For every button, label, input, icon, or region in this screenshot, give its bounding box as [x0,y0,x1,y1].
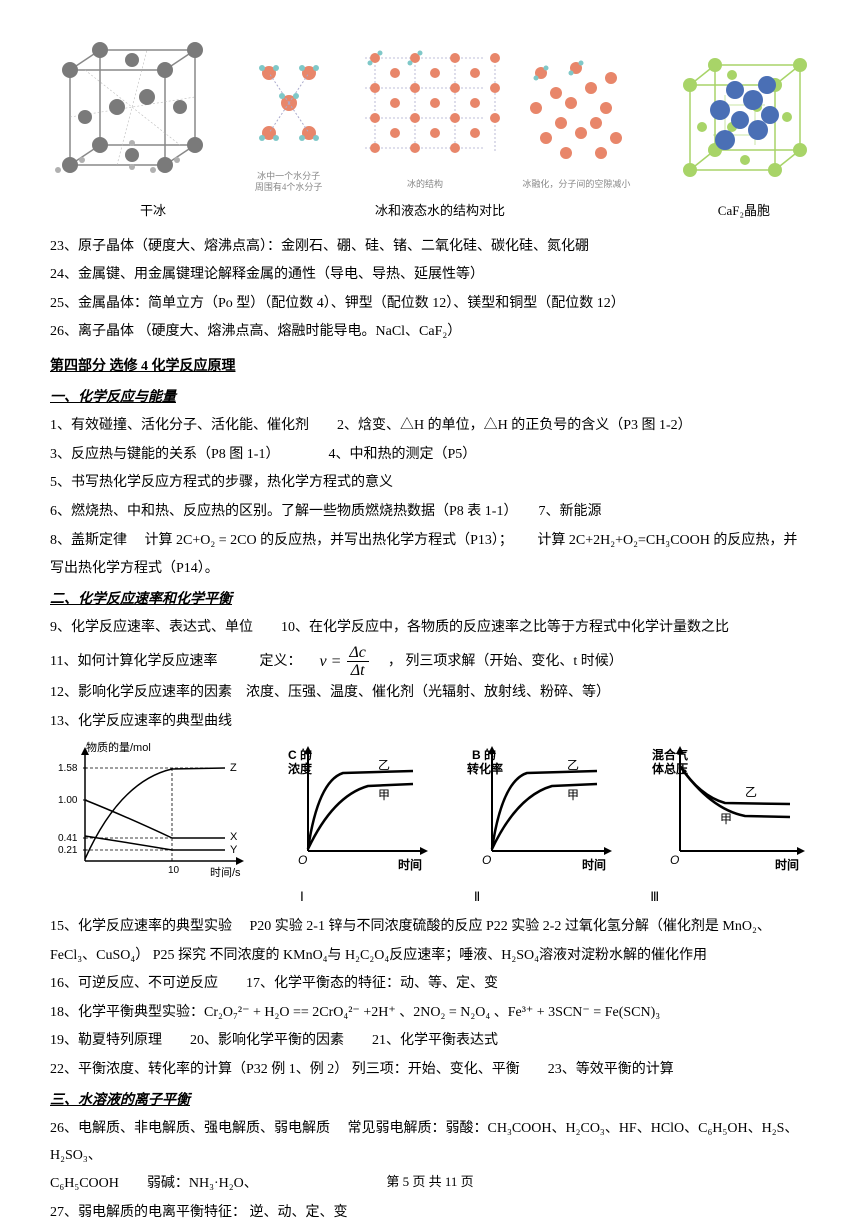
sec2-line-12: 12、影响化学反应速率的因素 浓度、压强、温度、催化剂（光辐射、放射线、粉碎、等… [50,680,810,707]
sec3-line-27: 27、弱电解质的电离平衡特征： 逆、动、定、变 [50,1200,810,1226]
caption-ice-water: 冰和液态水的结构对比 [275,199,605,224]
sec1-line-1: 1、有效碰撞、活化分子、活化能、催化剂 2、焓变、△H 的单位，△H 的正负号的… [50,413,810,440]
line-24: 24、金属键、用金属键理论解释金属的通性（导电、导热、延展性等） [50,262,810,289]
caption-caf2: CaF₂晶胞 [625,199,770,224]
line-18: 18、化学平衡典型实验：Cr₂O₇²⁻ + H₂O == 2CrO₄²⁻ +2H… [50,1000,810,1027]
svg-text:乙: 乙 [567,758,579,772]
svg-text:物质的量/mol: 物质的量/mol [86,741,151,754]
sec1-line-6: 6、燃烧热、中和热、反应热的区别。了解一些物质燃烧热数据（P8 表 1-1） 7… [50,499,810,526]
caption-dry-ice: 干冰 [110,199,255,224]
line-26: 26、离子晶体 （硬度大、熔沸点高、熔融时能导电。NaCl、CaF₂） [50,319,810,346]
figure-dry-ice [50,35,205,193]
svg-text:浓度: 浓度 [288,761,313,776]
label-III: Ⅲ [650,885,659,910]
rate-formula: v = ΔcΔt [319,644,369,680]
sec1-line-5: 5、书写热化学反应方程式的步骤，热化学方程式的意义 [50,470,810,497]
svg-text:乙: 乙 [745,785,757,799]
figure-captions: 干冰 冰和液态水的结构对比 CaF₂晶胞 [50,199,810,224]
sec2-line-11-post: ， 列三项求解（开始、变化、t 时候） [388,649,623,676]
svg-text:时间: 时间 [398,857,422,872]
label-I: Ⅰ [300,885,304,910]
page-footer: 第 5 页 共 11 页 [0,1170,860,1195]
ice-caption-c: 冰融化，分子间的空隙减小 [516,176,636,193]
line-15b: FeCl₃、CuSO₄） P25 探究 不同浓度的 KMnO₄与 H₂C₂O₄反… [50,943,810,970]
chart-III: 混合气 体总压 时间 O 乙 甲 [650,741,810,881]
svg-text:转化率: 转化率 [467,761,503,776]
figure-ice-water: 冰中一个水分子 周围有4个水分子 [205,30,675,193]
line-16: 16、可逆反应、不可逆反应 17、化学平衡态的特征：动、等、定、变 [50,971,810,998]
section-1-heading: 一、化学反应与能量 [50,385,810,412]
svg-text:1.58: 1.58 [58,763,78,774]
svg-text:O: O [482,853,491,867]
svg-text:时间: 时间 [582,857,606,872]
svg-text:甲: 甲 [720,812,732,826]
chart-I: C 的 浓度 时间 O 乙 甲 [283,741,433,881]
svg-text:乙: 乙 [378,758,390,772]
sec2-line-13: 13、化学反应速率的典型曲线 [50,709,810,736]
svg-text:B 的: B 的 [472,747,496,762]
chart-roman-labels: Ⅰ Ⅱ Ⅲ [50,885,810,910]
svg-text:混合气: 混合气 [652,747,688,762]
figure-row-crystals: 冰中一个水分子 周围有4个水分子 [50,30,810,193]
svg-text:时间/s: 时间/s [210,866,241,879]
sec2-line-11-pre: 11、如何计算化学反应速率 定义： [50,649,301,676]
line-19: 19、勒夏特列原理 20、影响化学平衡的因素 21、化学平衡表达式 [50,1028,810,1055]
line-22: 22、平衡浓度、转化率的计算（P32 例 1、例 2） 列三项：开始、变化、平衡… [50,1057,810,1084]
ice-caption-b: 冰的结构 [344,176,507,193]
part4-heading: 第四部分 选修 4 化学反应原理 [50,354,810,381]
sec2-line-11: 11、如何计算化学反应速率 定义： v = ΔcΔt ， 列三项求解（开始、变化… [50,644,810,680]
svg-text:甲: 甲 [378,788,390,802]
chart-main: 物质的量/mol 时间/s 1.58 1.00 0.41 0.21 10 Z X… [50,741,250,881]
chart-II: B 的 转化率 时间 O 乙 甲 [467,741,617,881]
svg-text:0.21: 0.21 [58,845,78,856]
sec1-line-3: 3、反应热与键能的关系（P8 图 1-1） 4、中和热的测定（P5） [50,442,810,469]
figure-caf2 [675,45,810,193]
svg-text:Z: Z [230,762,237,774]
line-25: 25、金属晶体：简单立方（Po 型）（配位数 4）、钾型（配位数 12）、镁型和… [50,291,810,318]
ice-caption-a: 冰中一个水分子 周围有4个水分子 [244,171,334,193]
section-2-heading: 二、化学反应速率和化学平衡 [50,587,810,614]
svg-text:X: X [230,831,238,843]
svg-text:10: 10 [168,865,180,876]
section-3-heading: 三、水溶液的离子平衡 [50,1088,810,1115]
line-23: 23、原子晶体（硬度大、熔沸点高）：金刚石、硼、硅、锗、二氧化硅、碳化硅、氮化硼 [50,234,810,261]
sec1-line-8a: 8、盖斯定律 计算 2C+O₂ = 2CO 的反应热，并写出热化学方程式（P13… [50,528,810,555]
label-II: Ⅱ [474,885,480,910]
svg-text:O: O [298,853,307,867]
svg-text:时间: 时间 [775,857,799,872]
sec1-line-8b: 写出热化学方程式（P14）。 [50,556,810,583]
svg-text:甲: 甲 [567,788,579,802]
svg-text:O: O [670,853,679,867]
svg-text:1.00: 1.00 [58,795,78,806]
svg-text:C 的: C 的 [288,747,312,762]
sec3-line-26: 26、电解质、非电解质、强电解质、弱电解质 常见弱电解质：弱酸：CH₃COOH、… [50,1116,810,1169]
svg-text:0.41: 0.41 [58,833,78,844]
chart-row: 物质的量/mol 时间/s 1.58 1.00 0.41 0.21 10 Z X… [50,741,810,881]
sec2-line-9: 9、化学反应速率、表达式、单位 10、在化学反应中，各物质的反应速率之比等于方程… [50,615,810,642]
line-15: 15、化学反应速率的典型实验 P20 实验 2-1 锌与不同浓度硫酸的反应 P2… [50,914,810,941]
svg-text:Y: Y [230,844,238,856]
